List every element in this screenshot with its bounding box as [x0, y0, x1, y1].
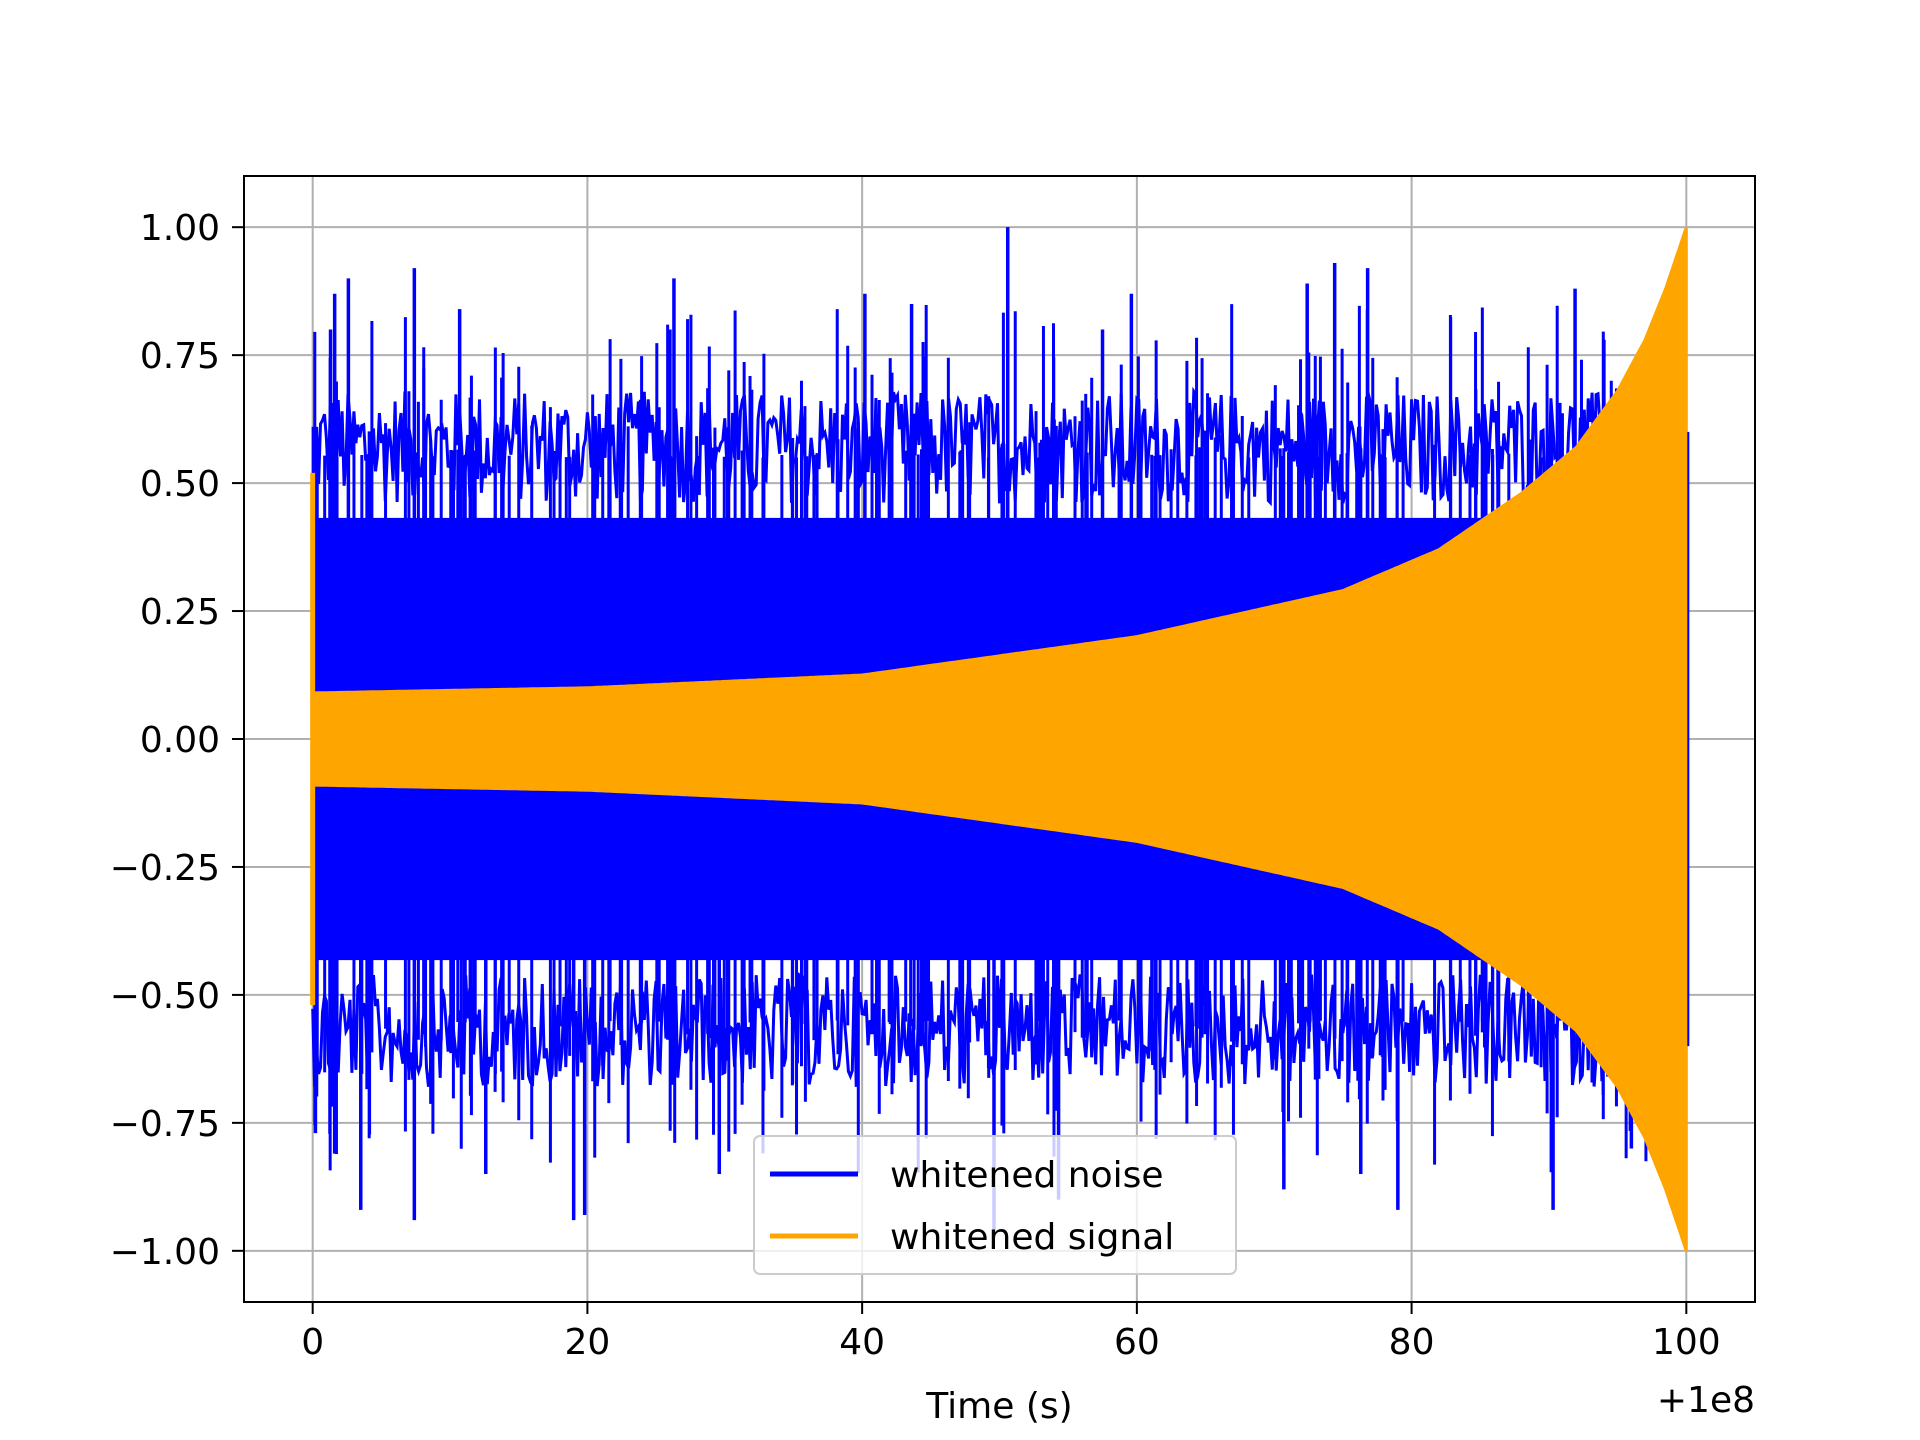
- legend-box: [753, 1135, 1237, 1275]
- legend: whitened noise whitened signal: [753, 1135, 1237, 1275]
- plot-content: [310, 226, 1690, 1252]
- y-tick-label: 0.00: [140, 720, 220, 761]
- x-axis-offset-label: +1e8: [1657, 1380, 1755, 1421]
- y-tick-label: −0.25: [110, 848, 220, 889]
- x-axis-label: Time (s): [925, 1386, 1072, 1427]
- noise-upper-trace: [311, 386, 1687, 507]
- y-tick-label: −0.50: [110, 976, 220, 1017]
- y-tick-label: −1.00: [110, 1232, 220, 1273]
- noise-lower-trace: [311, 972, 1688, 1087]
- x-tick-label: 80: [1389, 1322, 1435, 1363]
- x-axis: 0 20 40 60 80 100: [301, 1302, 1721, 1363]
- x-tick-label: 20: [565, 1322, 611, 1363]
- y-tick-label: 0.25: [140, 592, 220, 633]
- y-axis: 1.00 0.75 0.50 0.25 0.00 −0.25 −0.50 −0.75 −1.00: [110, 208, 244, 1273]
- x-tick-label: 100: [1652, 1322, 1721, 1363]
- x-tick-label: 60: [1114, 1322, 1160, 1363]
- series-whitened-signal: [310, 226, 1690, 1252]
- legend-label: whitened noise: [890, 1155, 1164, 1196]
- y-tick-label: 1.00: [140, 208, 220, 249]
- y-tick-label: 0.75: [140, 336, 220, 377]
- legend-label: whitened signal: [890, 1217, 1174, 1258]
- y-tick-label: 0.50: [140, 464, 220, 505]
- x-tick-label: 0: [301, 1322, 324, 1363]
- signal-envelope: [311, 226, 1688, 1252]
- x-tick-label: 40: [839, 1322, 885, 1363]
- y-tick-label: −0.75: [110, 1104, 220, 1145]
